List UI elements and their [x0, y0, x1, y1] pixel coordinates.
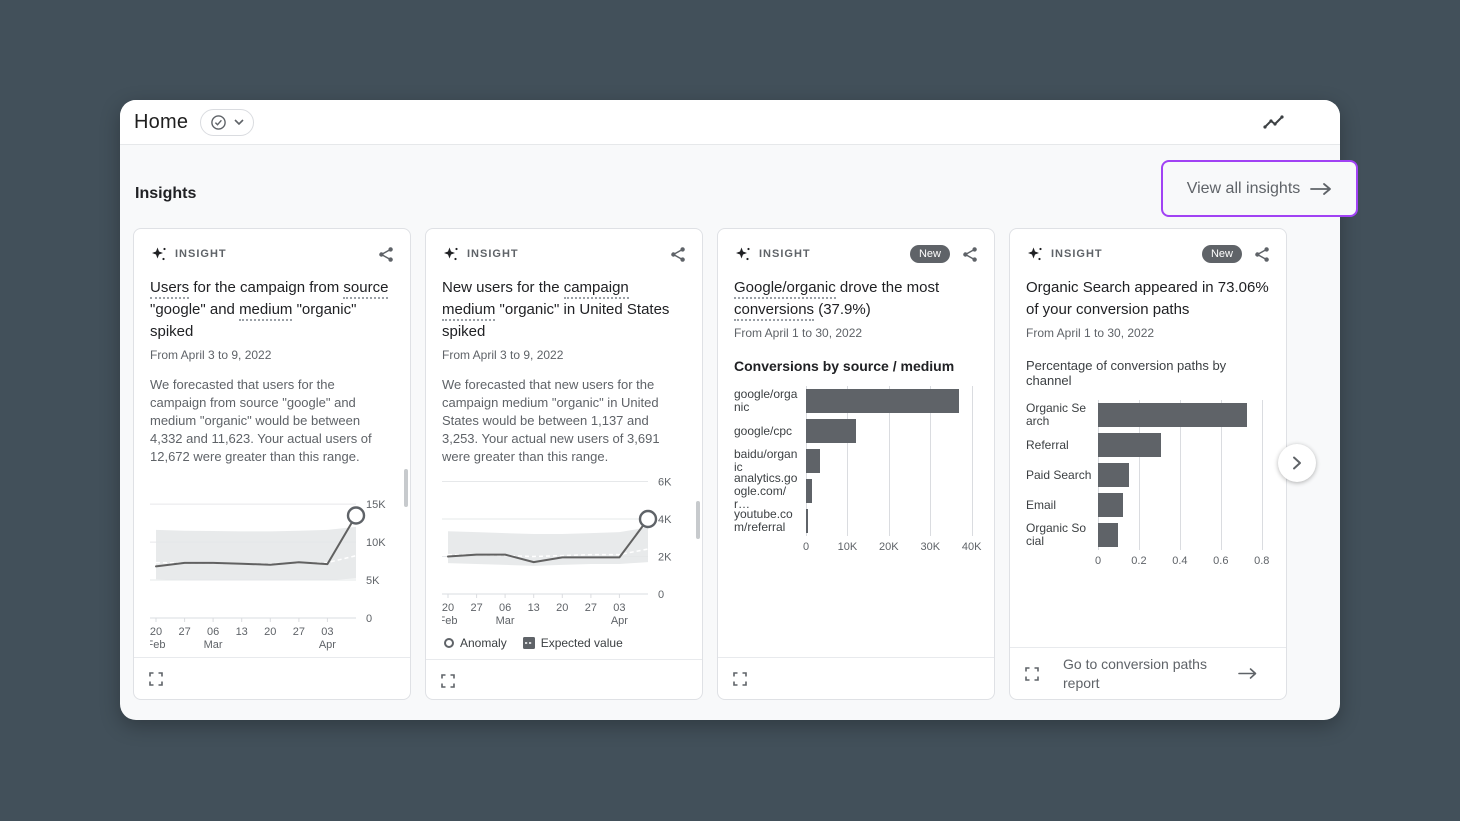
insight-tag: INSIGHT	[175, 248, 227, 260]
paths-bar-chart: Organic Search Referral Paid Search Email Or…	[1026, 400, 1270, 567]
svg-text:0: 0	[658, 589, 664, 601]
card-date: From April 3 to 9, 2022	[150, 348, 272, 362]
expected-legend-label: Expected value	[540, 636, 623, 650]
card-scrollbar[interactable]	[696, 501, 700, 539]
view-all-insights-button[interactable]: View all insights	[1161, 160, 1358, 217]
svg-text:6K: 6K	[658, 477, 672, 489]
svg-text:06: 06	[499, 602, 511, 614]
analytics-home-panel: Home Insights	[120, 100, 1358, 720]
fullscreen-button[interactable]	[1025, 666, 1039, 681]
card-title[interactable]: Google/organic drove the most conversion…	[734, 277, 978, 321]
svg-text:10K: 10K	[366, 537, 386, 549]
svg-text:20: 20	[556, 602, 568, 614]
svg-text:06: 06	[207, 626, 219, 638]
anomaly-legend: Anomaly	[444, 636, 507, 650]
card-scrollbar[interactable]	[404, 469, 408, 507]
next-cards-button[interactable]	[1278, 444, 1316, 482]
card-body: We forecasted that new users for the cam…	[442, 377, 660, 464]
svg-text:Mar: Mar	[204, 639, 223, 651]
svg-text:0: 0	[366, 613, 372, 625]
anomaly-circle-icon	[444, 638, 454, 648]
conversions-bar-chart: google/organic google/cpc baidu/organic ana…	[734, 386, 982, 553]
svg-text:Feb: Feb	[150, 639, 165, 651]
new-users-line-chart: 6K4K2K020Feb2706Mar13202703Apr	[439, 466, 686, 633]
insight-tag: INSIGHT	[467, 248, 519, 260]
sparkle-icon	[442, 245, 460, 263]
svg-text:Apr: Apr	[611, 615, 628, 627]
insight-card-conversions: INSIGHT New Google/organic drove the mos…	[717, 228, 995, 700]
svg-text:4K: 4K	[658, 514, 672, 526]
app-header: Home	[120, 100, 1340, 145]
card-date: From April 1 to 30, 2022	[1026, 326, 1155, 340]
card-title[interactable]: New users for the campaign medium "organ…	[442, 279, 670, 340]
view-all-insights-label: View all insights	[1186, 179, 1301, 197]
caret-down-icon	[234, 119, 244, 125]
card-subtitle: Percentage of conversion paths by channe…	[1026, 358, 1227, 388]
arrow-right-icon	[1310, 182, 1332, 196]
svg-text:27: 27	[585, 602, 597, 614]
card-date: From April 3 to 9, 2022	[442, 348, 564, 362]
svg-text:15K: 15K	[366, 499, 386, 511]
svg-text:13: 13	[236, 626, 248, 638]
insight-card-new-users-spiked: INSIGHT New users for the campaign mediu…	[425, 228, 703, 700]
sparkle-icon	[150, 245, 168, 263]
page-title: Home	[134, 110, 189, 133]
card-footer	[134, 657, 410, 699]
svg-text:27: 27	[470, 602, 482, 614]
share-button[interactable]	[962, 246, 978, 263]
check-circle-icon	[210, 114, 227, 131]
card-footer: Go to conversion paths report	[1010, 647, 1286, 699]
svg-text:13: 13	[528, 602, 540, 614]
data-status-dropdown[interactable]	[200, 108, 255, 136]
svg-text:27: 27	[293, 626, 305, 638]
share-button[interactable]	[670, 246, 686, 263]
insight-cards-row: INSIGHT Users for the campaign from sour…	[133, 228, 1287, 700]
arrow-right-icon[interactable]	[1238, 667, 1258, 680]
sparkle-icon	[1026, 245, 1044, 263]
svg-text:Feb: Feb	[442, 615, 457, 627]
card-title[interactable]: Users for the campaign from source "goog…	[150, 279, 389, 340]
sparkle-icon	[734, 245, 752, 263]
new-badge: New	[909, 245, 950, 263]
svg-text:27: 27	[178, 626, 190, 638]
share-button[interactable]	[378, 246, 394, 263]
card-body: We forecasted that users for the campaig…	[150, 377, 372, 464]
insight-tag: INSIGHT	[759, 248, 811, 260]
insights-heading: Insights	[135, 185, 197, 202]
expected-value-legend: Expected value	[522, 636, 623, 650]
fullscreen-button[interactable]	[149, 671, 163, 686]
fullscreen-button[interactable]	[733, 671, 747, 686]
chart-legend: Anomaly Expected value	[444, 633, 686, 653]
card-date: From April 1 to 30, 2022	[734, 326, 863, 340]
new-badge: New	[1201, 245, 1242, 263]
chevron-right-icon	[1292, 456, 1302, 470]
expected-band-icon	[522, 637, 535, 649]
svg-text:20: 20	[442, 602, 454, 614]
card-subtitle: Conversions by source / medium	[734, 358, 955, 374]
svg-text:03: 03	[321, 626, 333, 638]
svg-text:Mar: Mar	[496, 615, 515, 627]
share-button[interactable]	[1254, 246, 1270, 263]
svg-text:2K: 2K	[658, 552, 672, 564]
card-footer	[426, 659, 702, 701]
users-line-chart: 15K10K5K020Feb2706Mar13202703Apr	[147, 490, 394, 657]
card-footer	[718, 657, 994, 699]
insight-card-conversion-paths: INSIGHT New Organic Search appeared in 7…	[1009, 228, 1287, 700]
fullscreen-button[interactable]	[441, 673, 455, 688]
svg-text:20: 20	[150, 626, 162, 638]
svg-text:5K: 5K	[366, 575, 380, 587]
insight-card-users-spiked: INSIGHT Users for the campaign from sour…	[133, 228, 411, 700]
svg-text:20: 20	[264, 626, 276, 638]
svg-text:03: 03	[613, 602, 625, 614]
insights-trend-icon[interactable]	[1262, 113, 1286, 131]
insight-tag: INSIGHT	[1051, 248, 1103, 260]
card-title[interactable]: Organic Search appeared in 73.06% of you…	[1026, 279, 1269, 318]
anomaly-legend-label: Anomaly	[460, 636, 507, 650]
svg-text:Apr: Apr	[319, 639, 336, 651]
conversion-paths-report-link[interactable]: Go to conversion paths report	[1063, 655, 1207, 691]
